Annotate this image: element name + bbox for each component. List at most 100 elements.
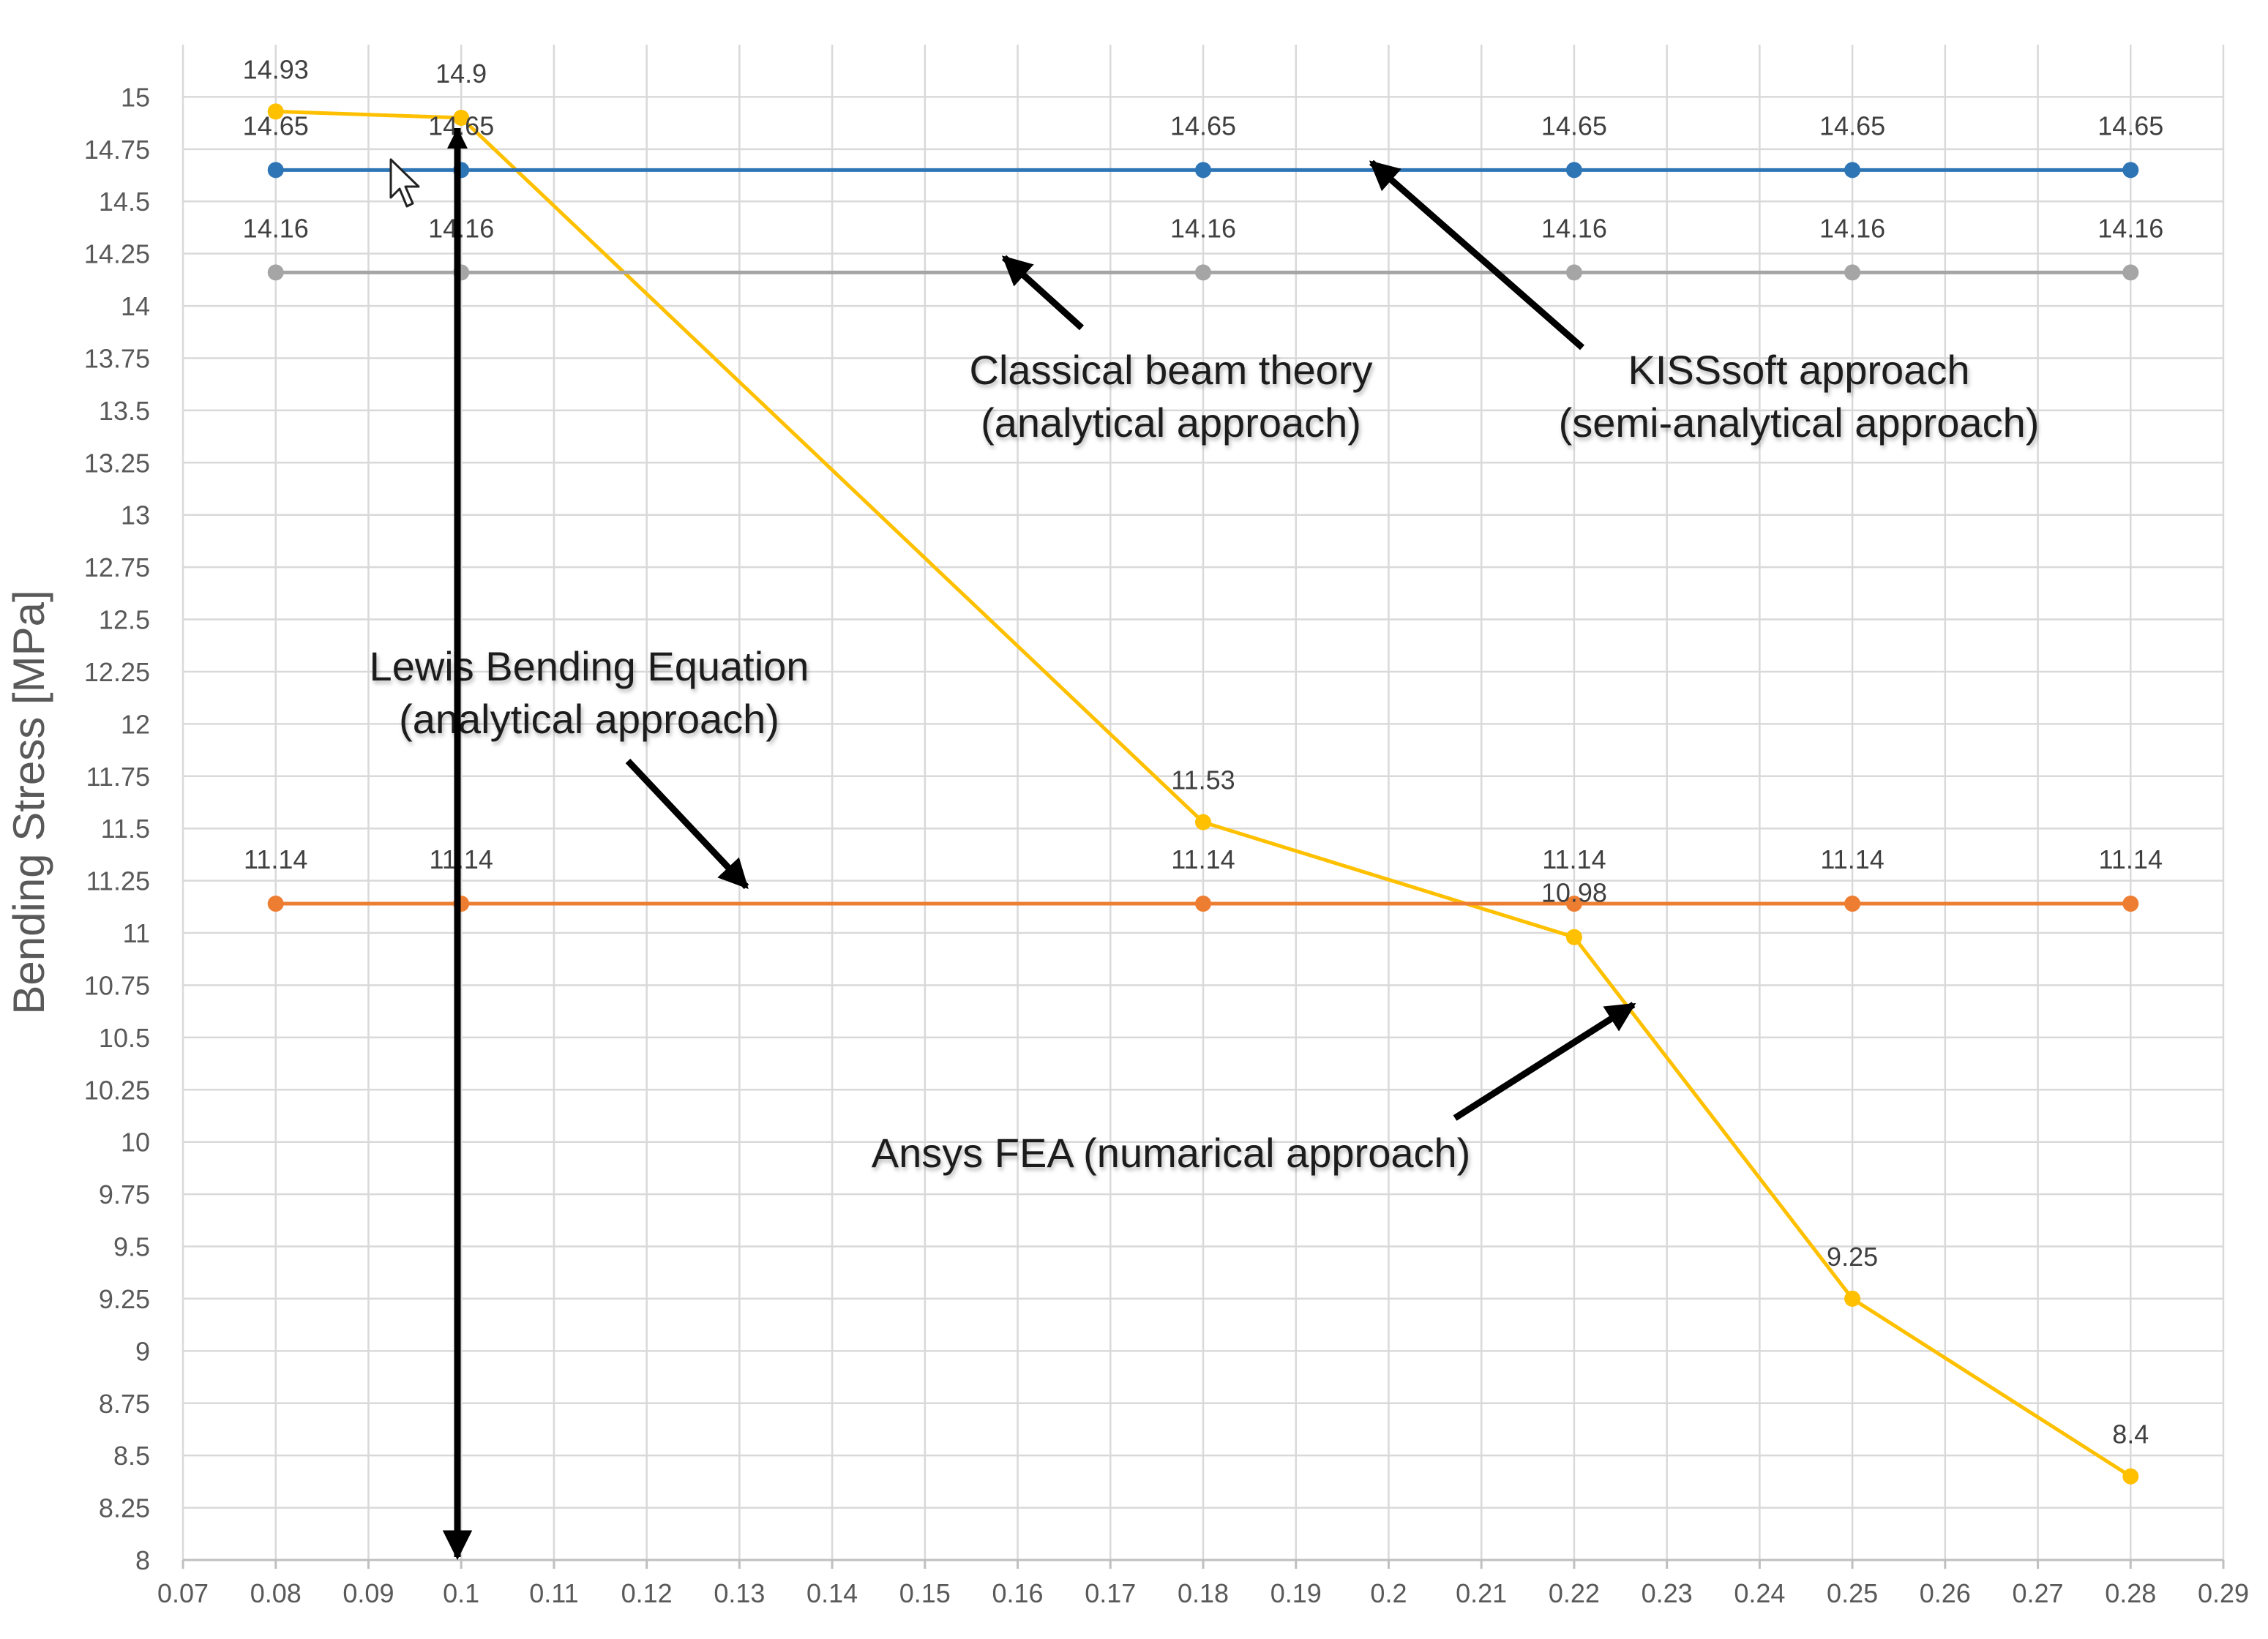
annotation-layer: Classical beam theory (analytical approac… (370, 128, 2040, 1561)
data-label: 14.16 (428, 213, 494, 243)
data-point (2122, 264, 2139, 281)
x-tick-label: 0.13 (714, 1578, 765, 1608)
grid-layer (181, 45, 2225, 1561)
series-line (275, 109, 2132, 1478)
data-label: 11.53 (1171, 765, 1235, 795)
x-tick-label: 0.08 (250, 1578, 302, 1608)
y-tick-label: 11.5 (101, 814, 150, 844)
y-tick-label: 14.75 (84, 135, 150, 165)
data-point (1195, 814, 1211, 830)
data-label: 11.14 (1542, 844, 1606, 874)
x-tick-label: 0.17 (1085, 1578, 1136, 1608)
annotation-text: (analytical approach) (399, 696, 779, 742)
data-point (1565, 929, 1582, 945)
y-tick-label: 9.25 (99, 1284, 150, 1314)
x-tick-label: 0.27 (2013, 1578, 2064, 1608)
data-label: 11.14 (429, 844, 493, 874)
data-point (1844, 1290, 1861, 1307)
y-axis-title: Bending Stress [MPa] (4, 590, 53, 1014)
x-tick-label: 0.21 (1456, 1578, 1507, 1608)
data-point (1565, 162, 1582, 179)
y-tick-label: 14 (121, 291, 150, 321)
data-point (267, 896, 284, 912)
y-tick-label: 13.25 (84, 448, 150, 478)
y-tick-label: 8.5 (113, 1441, 150, 1471)
y-tick-label: 13.75 (84, 343, 150, 373)
y-tick-label: 8 (135, 1545, 150, 1575)
x-tick-label: 0.19 (1270, 1578, 1322, 1608)
data-point (1565, 896, 1582, 912)
data-point (1844, 162, 1861, 179)
x-tick-label: 0.16 (992, 1578, 1044, 1608)
x-tick-label: 0.25 (1827, 1578, 1878, 1608)
y-tick-label: 10 (121, 1128, 150, 1158)
y-tick-label: 11 (123, 918, 150, 948)
data-point (2122, 896, 2139, 912)
y-tick-label: 12 (121, 709, 150, 739)
data-point (1844, 264, 1861, 281)
data-point (2122, 162, 2139, 179)
y-tick-label: 10.25 (84, 1075, 150, 1105)
y-tick-label: 14.5 (99, 187, 150, 217)
annotation-arrow (1001, 255, 1085, 331)
data-label: 11.14 (244, 844, 307, 874)
annotation-text: KISSsoft approach (1628, 347, 1970, 393)
data-label: 14.16 (1819, 213, 1885, 243)
annotation-arrow (1453, 1002, 1636, 1121)
annotation-text: Lewis Bending Equation (370, 643, 809, 689)
y-tick-label: 12.75 (84, 552, 150, 582)
data-label: 14.16 (1170, 213, 1236, 243)
y-tick-label: 13 (121, 500, 150, 530)
data-label: 10.98 (1541, 878, 1607, 908)
y-tick-label: 10.5 (99, 1023, 150, 1053)
y-tick-label: 13.5 (99, 396, 150, 426)
data-point (267, 264, 284, 281)
data-point (453, 109, 470, 126)
data-point (267, 162, 284, 179)
x-tick-label: 0.09 (343, 1578, 394, 1608)
annotation-text: (semi-analytical approach) (1559, 400, 2040, 446)
data-label-layer: 14.93 14.9 11.53 10.98 9.25 8.4 14.65 14.65 14.6… (243, 54, 2164, 1449)
data-label: 14.65 (1170, 110, 1236, 140)
data-point (1195, 264, 1211, 281)
data-label: 8.4 (2112, 1419, 2149, 1449)
data-label: 14.93 (243, 54, 309, 84)
y-tick-label: 8.25 (99, 1493, 150, 1523)
y-tick-label: 15 (121, 82, 150, 112)
x-tick-label: 0.18 (1178, 1578, 1229, 1608)
data-label: 11.14 (1171, 844, 1235, 874)
y-tick-label: 9.75 (99, 1179, 150, 1209)
data-label: 9.25 (1827, 1242, 1878, 1272)
data-label: 14.65 (243, 110, 309, 140)
y-tick-label: 10.75 (84, 970, 150, 1000)
x-tick-label: 0.07 (157, 1578, 209, 1608)
annotation-text: Ansys FEA (numarical approach) (872, 1130, 1471, 1176)
data-label: 14.9 (435, 59, 487, 89)
x-tick-label: 0.23 (1642, 1578, 1693, 1608)
y-tick-label: 11.25 (86, 866, 150, 896)
x-tick-label: 0.15 (899, 1578, 951, 1608)
data-point (2122, 1468, 2139, 1485)
y-tick-label: 12.5 (99, 605, 150, 635)
data-point (1844, 896, 1861, 912)
mouse-cursor-icon (389, 158, 420, 208)
y-tick-label: 12.25 (84, 657, 150, 687)
data-point (267, 103, 284, 120)
y-tick-label: 9.5 (113, 1232, 150, 1262)
x-tick-label: 0.14 (806, 1578, 858, 1608)
y-tick-label: 8.75 (99, 1389, 150, 1419)
data-label: 14.16 (243, 213, 309, 243)
y-tick-label: 11.75 (86, 762, 150, 792)
annotation-text: (analytical approach) (981, 400, 1361, 446)
axis-layer: 0.07 0.08 0.09 0.1 0.11 0.12 0.13 0.14 0.15 0.16 0… (4, 82, 2249, 1608)
x-tick-label: 0.12 (621, 1578, 673, 1608)
y-tick-label: 9 (135, 1336, 150, 1366)
data-label: 11.14 (2099, 844, 2163, 874)
arrow-head-top (447, 128, 468, 149)
data-point (1565, 264, 1582, 281)
data-label: 14.65 (1541, 110, 1607, 140)
data-point (1195, 896, 1211, 912)
x-tick-label: 0.24 (1734, 1578, 1785, 1608)
x-tick-label: 0.26 (1920, 1578, 1971, 1608)
